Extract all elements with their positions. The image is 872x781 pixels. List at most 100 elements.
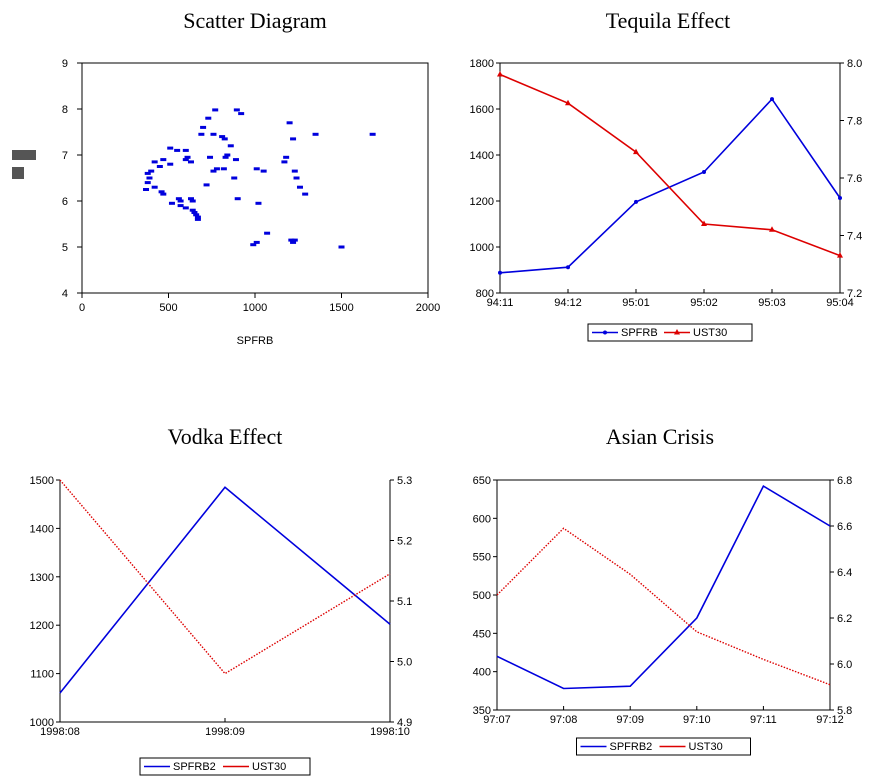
x-tick-label: 95:04 xyxy=(826,297,854,309)
x-tick-label: 97:09 xyxy=(616,714,644,726)
left-marker-small xyxy=(12,167,24,179)
scatter-point xyxy=(203,183,210,187)
right-tick-label: 6.4 xyxy=(837,567,852,579)
x-tick-label: 0 xyxy=(79,302,85,314)
legend: SPFRB2 UST30 xyxy=(139,757,311,776)
scatter-point xyxy=(250,243,257,247)
y-tick-label: 8 xyxy=(62,104,68,116)
legend-label: UST30 xyxy=(252,761,286,773)
left-tick-label: 1200 xyxy=(30,620,54,632)
x-tick-label: 97:07 xyxy=(483,714,511,726)
scatter-point xyxy=(167,162,174,166)
scatter-point xyxy=(233,108,240,112)
left-tick-label: 1800 xyxy=(470,58,494,70)
scatter-point xyxy=(222,155,229,159)
series-marker xyxy=(838,196,842,201)
scatter-point xyxy=(177,199,184,203)
right-tick-label: 7.4 xyxy=(847,231,862,243)
scatter-point xyxy=(205,116,212,120)
series-marker xyxy=(498,270,502,275)
right-tick-label: 7.6 xyxy=(847,173,862,185)
left-tick-label: 1500 xyxy=(30,475,54,487)
y-tick-label: 9 xyxy=(62,58,68,70)
scatter-chart: Scatter Diagram 0 500 1000 1500 2000 4 5 6 7 8 9 SPF… xyxy=(62,8,440,347)
series-marker xyxy=(770,97,774,102)
scatter-point xyxy=(369,132,376,136)
left-tick-label: 500 xyxy=(473,590,491,602)
legend-label: SPFRB2 xyxy=(173,761,216,773)
x-tick-label: 97:08 xyxy=(550,714,578,726)
scatter-point xyxy=(291,238,298,242)
x-tick-label: 97:11 xyxy=(750,714,777,726)
series-marker xyxy=(565,99,571,106)
left-tick-label: 600 xyxy=(473,513,491,525)
left-tick-label: 1600 xyxy=(470,104,494,116)
left-tick-label: 1400 xyxy=(30,523,54,535)
legend-label: SPFRB2 xyxy=(610,741,653,753)
left-tick-label: 450 xyxy=(473,628,491,640)
scatter-point xyxy=(302,192,309,196)
scatter-point xyxy=(231,176,238,180)
right-tick-label: 5.1 xyxy=(397,596,412,608)
right-tick-label: 6.8 xyxy=(837,475,852,487)
x-tick-label: 500 xyxy=(159,302,177,314)
scatter-point xyxy=(175,197,182,201)
right-tick-label: 6.0 xyxy=(837,659,852,671)
scatter-point xyxy=(281,160,288,164)
legend-label: UST30 xyxy=(693,327,727,339)
scatter-point xyxy=(210,169,217,173)
scatter-point xyxy=(253,167,260,171)
scatter-point xyxy=(194,217,201,221)
scatter-point xyxy=(168,201,175,205)
x-tick-label: 1998:10 xyxy=(370,726,410,738)
scatter-point xyxy=(148,169,155,173)
x-tick-label: 97:10 xyxy=(683,714,711,726)
scatter-point xyxy=(212,108,219,112)
right-tick-label: 8.0 xyxy=(847,58,862,70)
legend-marker xyxy=(674,329,680,335)
scatter-point xyxy=(189,208,196,212)
right-tick-label: 6.2 xyxy=(837,613,852,625)
scatter-point xyxy=(160,158,167,162)
chart-title: Vodka Effect xyxy=(168,424,283,449)
chart-title: Scatter Diagram xyxy=(183,8,327,33)
scatter-point xyxy=(210,132,217,136)
series-line-spfrb2 xyxy=(496,484,831,690)
scatter-point xyxy=(184,155,191,159)
left-tick-label: 800 xyxy=(476,288,494,300)
series-line-spfrb xyxy=(499,97,841,274)
scatter-point xyxy=(158,190,165,194)
scatter-point xyxy=(198,132,205,136)
series-marker xyxy=(769,226,775,232)
scatter-point xyxy=(174,148,181,152)
scatter-point xyxy=(290,137,297,141)
scatter-point xyxy=(200,125,207,129)
x-tick-label: 97:12 xyxy=(816,714,844,726)
legend-marker xyxy=(603,330,607,335)
series-line-ust30 xyxy=(59,479,391,675)
vodka-chart: Vodka Effect 1998:08 1998:09 1998:10 1000 110… xyxy=(30,424,412,776)
left-tick-label: 400 xyxy=(473,667,491,679)
scatter-point xyxy=(288,238,295,242)
scatter-point xyxy=(189,199,196,203)
scatter-point xyxy=(219,135,226,139)
scatter-point xyxy=(146,176,153,180)
scatter-point xyxy=(143,188,150,191)
x-tick-label: 94:11 xyxy=(487,297,514,309)
legend-label: SPFRB xyxy=(621,327,658,339)
left-marker-large xyxy=(12,150,36,160)
scatter-point xyxy=(232,158,239,162)
scatter-point xyxy=(291,169,298,173)
right-tick-label: 5.8 xyxy=(837,705,852,717)
scatter-point xyxy=(264,231,271,235)
series-marker xyxy=(633,148,639,155)
tequila-chart: Tequila Effect 94:11 94:12 95:01 95:02 95:03 9… xyxy=(470,8,862,342)
scatter-point xyxy=(312,132,319,136)
x-tick-label: 1998:09 xyxy=(205,726,245,738)
series-marker xyxy=(566,265,570,270)
legend-label: UST30 xyxy=(689,741,723,753)
right-tick-label: 6.6 xyxy=(837,521,852,533)
right-tick-label: 5.2 xyxy=(397,536,412,548)
right-tick-label: 5.0 xyxy=(397,657,412,669)
